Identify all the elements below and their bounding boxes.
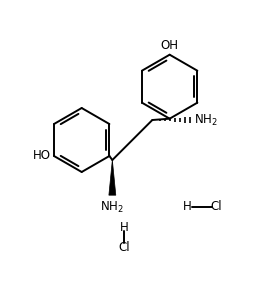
Text: H: H — [120, 221, 129, 234]
Text: NH$_2$: NH$_2$ — [100, 200, 124, 215]
Text: HO: HO — [33, 149, 51, 163]
Text: Cl: Cl — [119, 241, 130, 254]
Text: OH: OH — [161, 38, 179, 52]
Text: NH$_2$: NH$_2$ — [194, 112, 218, 128]
Polygon shape — [109, 160, 116, 195]
Text: H: H — [183, 200, 191, 213]
Text: Cl: Cl — [211, 200, 222, 213]
